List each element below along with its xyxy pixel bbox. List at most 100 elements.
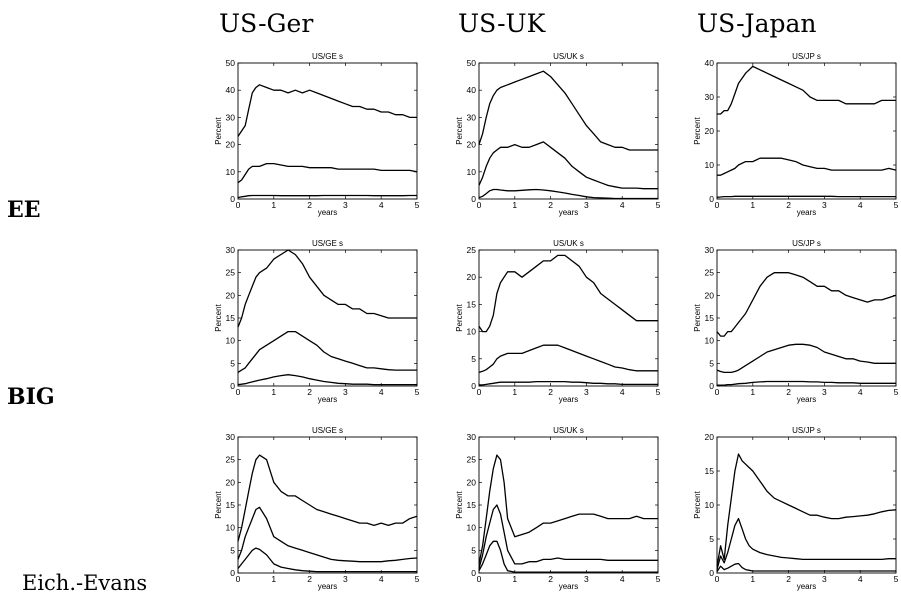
y-tick-label: 15 <box>467 299 477 309</box>
y-axis-label: Percent <box>455 303 464 331</box>
x-tick-label: 1 <box>271 387 276 397</box>
plot-frame <box>478 249 659 387</box>
panel-title: US/GE s <box>312 52 343 61</box>
y-tick-label: 50 <box>226 58 236 68</box>
series-line-2 <box>237 374 417 386</box>
x-tick-label: 1 <box>271 200 276 210</box>
series-line-1 <box>237 330 417 373</box>
y-tick-label: 40 <box>705 58 715 68</box>
y-axis-label: Percent <box>693 490 702 518</box>
x-tick-label: 1 <box>512 387 517 397</box>
series-line-1 <box>717 157 897 176</box>
x-tick-label: 1 <box>271 574 276 584</box>
y-tick-label: 5 <box>471 545 476 555</box>
y-axis-label: Percent <box>214 490 223 518</box>
plot-frame <box>237 62 418 200</box>
x-tick-label: 3 <box>343 387 348 397</box>
series-line-2 <box>237 547 417 573</box>
x-tick-label: 4 <box>858 387 863 397</box>
x-tick-label: 2 <box>307 200 312 210</box>
y-tick-label: 25 <box>467 455 477 465</box>
x-axis-label: years <box>318 395 338 404</box>
x-tick-label: 5 <box>656 387 661 397</box>
panel-r1-c0: US/GE s 0 1 2 3 4 5 0 5 10 15 20 25 30 years Percent <box>214 239 420 404</box>
x-axis-label: years <box>559 208 579 217</box>
series-line-1 <box>478 141 658 190</box>
series-line-1 <box>716 343 896 374</box>
y-tick-label: 30 <box>226 432 236 442</box>
x-tick-label: 0 <box>477 200 482 210</box>
y-tick-label: 15 <box>705 313 715 323</box>
panel-title: US/JP s <box>792 426 821 435</box>
y-tick-label: 15 <box>705 466 715 476</box>
column-title-us-ger: US-Ger <box>219 9 313 38</box>
y-tick-label: 10 <box>705 336 715 346</box>
panel-r2-c1: US/UK s 0 1 2 3 4 5 0 5 10 15 20 25 30 years Percent <box>455 426 661 591</box>
x-tick-label: 2 <box>786 387 791 397</box>
x-tick-label: 2 <box>548 200 553 210</box>
x-tick-label: 2 <box>786 200 791 210</box>
x-axis-label: years <box>318 582 338 591</box>
row-label-eich-evans: Eich.-Evans <box>22 571 147 595</box>
x-tick-label: 3 <box>584 574 589 584</box>
series-line-2 <box>237 194 417 199</box>
y-tick-label: 20 <box>226 290 236 300</box>
y-tick-label: 0 <box>709 568 714 578</box>
series-line-0 <box>478 70 658 151</box>
x-tick-label: 2 <box>307 574 312 584</box>
y-tick-label: 0 <box>230 568 235 578</box>
y-tick-label: 30 <box>226 245 236 255</box>
x-tick-label: 4 <box>620 200 625 210</box>
y-axis-label: Percent <box>214 116 223 144</box>
x-axis-label: years <box>559 582 579 591</box>
y-tick-label: 0 <box>709 194 714 204</box>
series-line-1 <box>237 506 418 563</box>
panel-title: US/GE s <box>312 426 343 435</box>
y-tick-label: 20 <box>705 290 715 300</box>
y-axis-label: Percent <box>455 490 464 518</box>
x-tick-label: 3 <box>822 574 827 584</box>
panel-title: US/UK s <box>553 52 584 61</box>
y-tick-label: 5 <box>709 358 714 368</box>
y-tick-label: 5 <box>471 354 476 364</box>
y-tick-label: 10 <box>467 167 477 177</box>
x-tick-label: 0 <box>477 574 482 584</box>
x-tick-label: 2 <box>548 387 553 397</box>
y-tick-label: 5 <box>230 358 235 368</box>
panel-r1-c2: US/JP s 0 1 2 3 4 5 0 5 10 15 20 25 30 years Percent <box>693 239 899 404</box>
x-tick-label: 1 <box>750 387 755 397</box>
x-tick-label: 5 <box>415 574 420 584</box>
series-line-0 <box>237 249 417 328</box>
x-tick-label: 4 <box>379 387 384 397</box>
series-line-2 <box>716 562 896 572</box>
y-tick-label: 10 <box>226 167 236 177</box>
x-tick-label: 4 <box>858 200 863 210</box>
y-tick-label: 0 <box>471 568 476 578</box>
y-tick-label: 20 <box>467 272 477 282</box>
y-tick-label: 50 <box>467 58 477 68</box>
y-tick-label: 0 <box>230 194 235 204</box>
y-tick-label: 0 <box>230 381 235 391</box>
y-tick-label: 5 <box>230 545 235 555</box>
x-tick-label: 3 <box>584 387 589 397</box>
series-line-2 <box>717 380 896 386</box>
y-tick-label: 10 <box>705 160 715 170</box>
y-tick-label: 10 <box>467 327 477 337</box>
plot-frame <box>478 62 659 200</box>
y-tick-label: 20 <box>705 432 715 442</box>
x-tick-label: 1 <box>512 574 517 584</box>
series-line-0 <box>478 254 658 333</box>
panel-title: US/JP s <box>792 52 821 61</box>
y-tick-label: 0 <box>709 381 714 391</box>
y-tick-label: 0 <box>471 194 476 204</box>
y-tick-label: 40 <box>226 85 236 95</box>
x-tick-label: 0 <box>236 200 241 210</box>
y-tick-label: 30 <box>467 432 477 442</box>
plot-frame <box>237 436 418 574</box>
y-tick-label: 10 <box>226 523 236 533</box>
x-tick-label: 4 <box>620 574 625 584</box>
y-tick-label: 20 <box>467 477 477 487</box>
y-axis-label: Percent <box>693 303 702 331</box>
x-tick-label: 3 <box>822 387 827 397</box>
